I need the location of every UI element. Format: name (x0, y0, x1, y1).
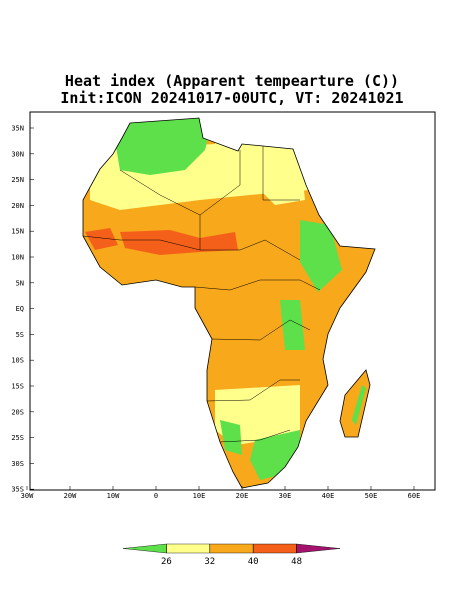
lon-labels: 30W 20W 10W 0 10E 20E 30E 40E 50E 60E (21, 486, 421, 500)
lat-label: 5N (16, 279, 24, 287)
lat-label: 25S (11, 434, 24, 442)
lat-label: 10N (11, 254, 24, 262)
colorbar-segment (166, 543, 211, 554)
lon-label: 60E (408, 492, 421, 500)
subtitle: Init:ICON 20241017-00UTC, VT: 20241021 (60, 89, 403, 107)
colorbar-label: 48 (291, 557, 302, 567)
borders (82, 146, 321, 443)
colorbar-segment (252, 543, 297, 554)
lon-label: 50E (365, 492, 378, 500)
coastline (82, 117, 376, 489)
colorbar-label: 26 (161, 557, 172, 567)
lat-label: 25N (11, 176, 24, 184)
lat-labels: 35N 30N 25N 20N 15N 10N 5N EQ 5S 10S 15S 20S 25S 30S 3… (11, 125, 34, 494)
lat-label: 35N (11, 125, 24, 133)
lat-label: EQ (16, 305, 24, 313)
lon-label: 10E (193, 492, 206, 500)
colorbar: 26 32 40 48 (122, 543, 341, 567)
colorbar-label: 32 (204, 557, 215, 567)
lon-label: 40E (322, 492, 335, 500)
lat-label: 15N (11, 228, 24, 236)
lon-label: 0 (154, 492, 158, 500)
lat-label: 35S (11, 486, 24, 494)
lat-label: 5S (16, 331, 24, 339)
lat-label: 15S (11, 383, 24, 391)
lat-label: 30N (11, 150, 24, 158)
lat-label: 30S (11, 460, 24, 468)
colorbar-segment (122, 543, 167, 554)
colorbar-segment (209, 543, 254, 554)
lon-label: 10W (107, 492, 120, 500)
lon-label: 20W (64, 492, 77, 500)
colorbar-segment (296, 543, 341, 554)
lat-label: 20S (11, 408, 24, 416)
title: Heat index (Apparent tempearture (C)) (65, 72, 399, 90)
colorbar-label: 40 (248, 557, 259, 567)
lon-label: 30E (279, 492, 292, 500)
lat-label: 10S (11, 357, 24, 365)
lon-label: 30W (21, 492, 34, 500)
lat-label: 20N (11, 202, 24, 210)
madagascar-field (352, 385, 366, 425)
lon-label: 20E (236, 492, 249, 500)
